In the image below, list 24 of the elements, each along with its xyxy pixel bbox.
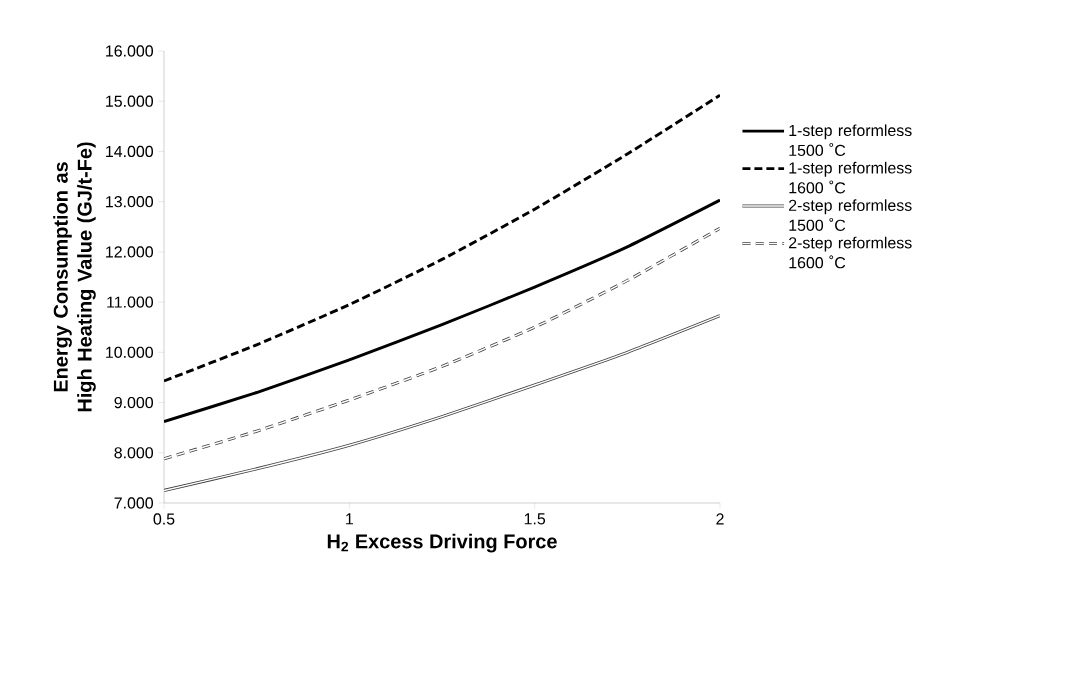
legend-label: 2-step reformless 1500 ˚C: [789, 199, 912, 231]
line-series: [164, 314, 721, 492]
y-tick-label: 8.000: [114, 447, 154, 459]
line-series: [164, 226, 721, 461]
line-series: [164, 198, 721, 424]
x-tick-label: 0.5: [153, 513, 175, 525]
y-tick-label: 16.000: [106, 45, 154, 57]
y-tick-label: 14.000: [106, 145, 154, 158]
x-tick-label: 1.5: [524, 513, 546, 525]
y-tick-label: 11.000: [107, 296, 154, 308]
legend-label: 1-step reformless 1600 ˚C: [789, 161, 912, 194]
y-tick-label: 7.000: [114, 497, 154, 509]
legend-label: 1-step reformless 1500 ˚C: [789, 124, 912, 156]
y-tick-label: 13.000: [106, 196, 154, 208]
legend-label: 2-step reformless 1600 ˚C: [789, 236, 912, 269]
y-tick-label: 12.000: [106, 246, 154, 258]
y-tick-label: 10.000: [106, 346, 154, 358]
line-series: [164, 93, 721, 383]
y-axis-title: Energy Consumption as High Heating Value (GJ/t-Fe): [53, 142, 96, 412]
x-axis-title: H$_{2}$ Excess Driving Force: [327, 533, 557, 553]
y-tick-label: 9.000: [114, 396, 154, 409]
x-tick-label: 2: [716, 513, 724, 525]
x-tick-label: 1: [346, 513, 353, 525]
y-tick-label: 15.000: [106, 95, 154, 107]
